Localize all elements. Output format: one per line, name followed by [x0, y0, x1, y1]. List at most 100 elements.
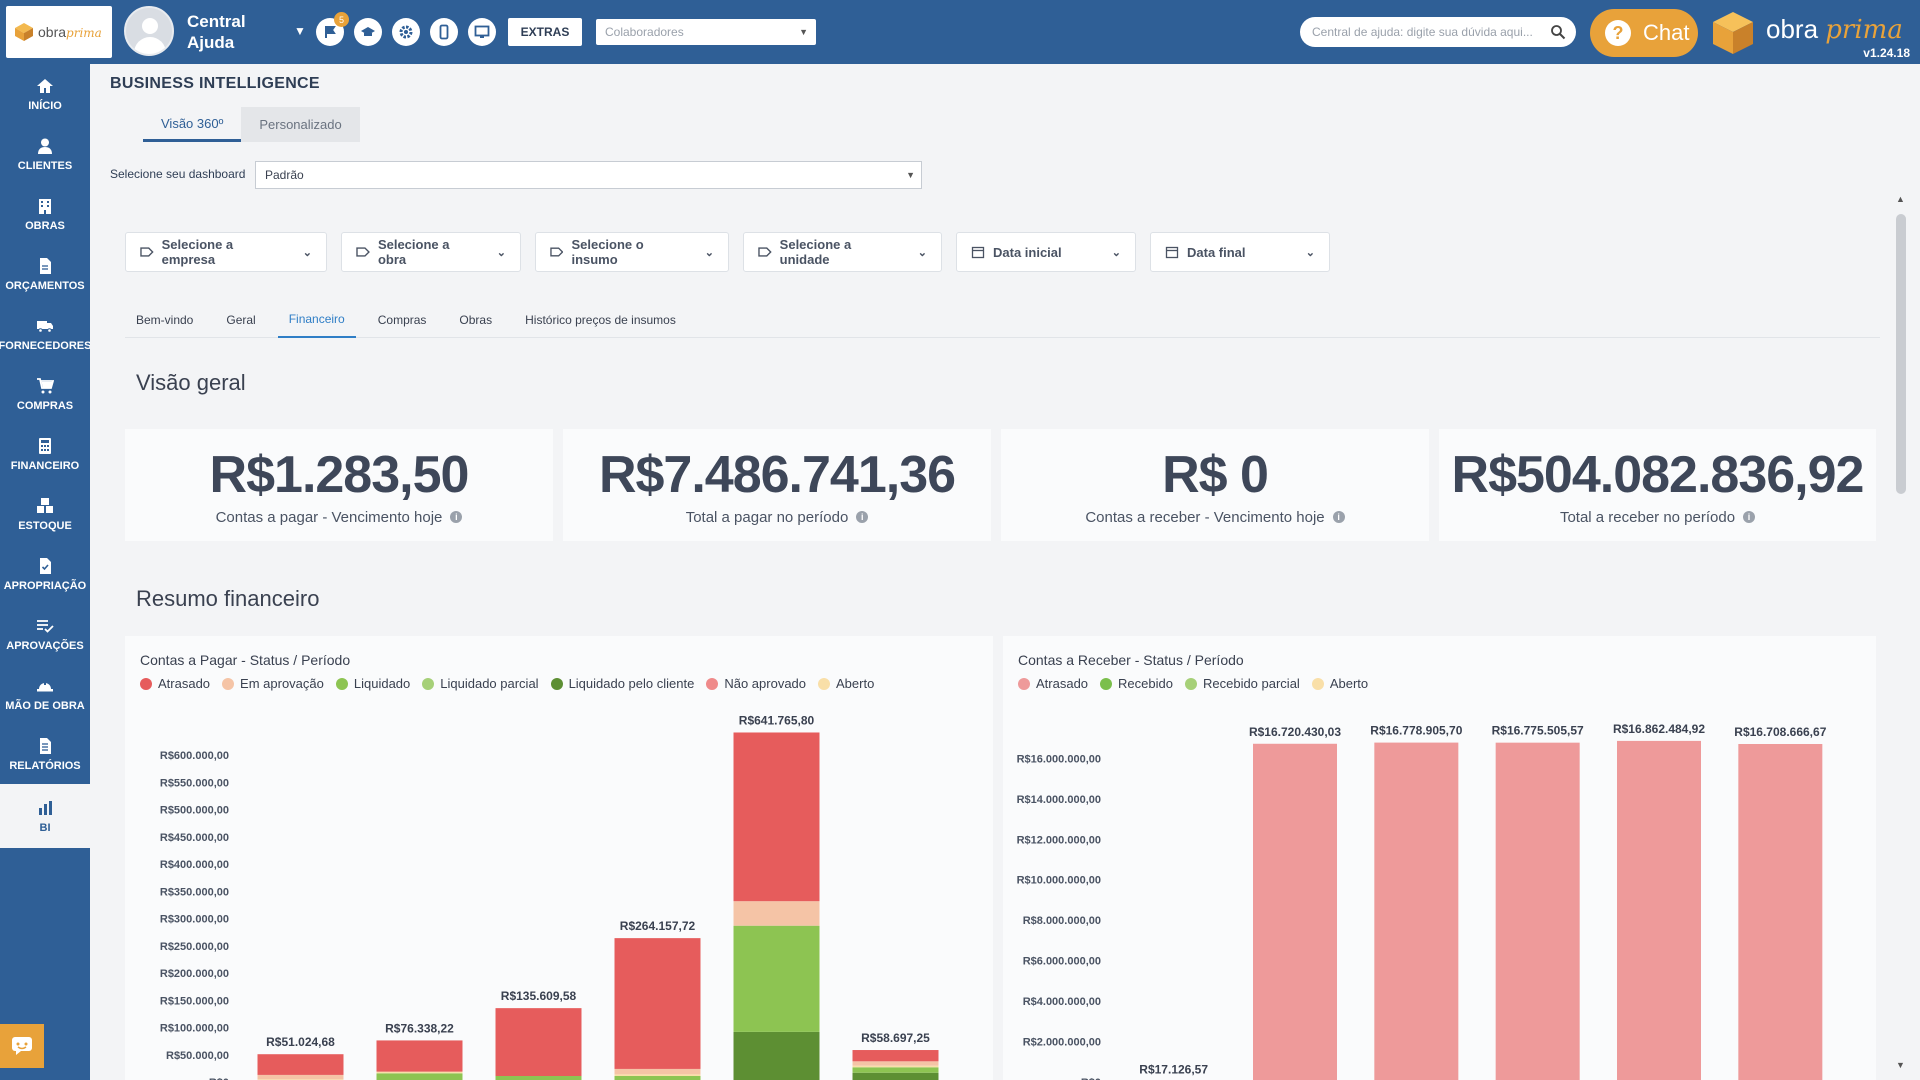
bar-segment-em-aprovacao[interactable]: [257, 1074, 344, 1080]
legend-label: Liquidado parcial: [440, 676, 539, 691]
sidebar-item-obras[interactable]: OBRAS: [0, 184, 90, 244]
bar-segment-atrasado[interactable]: [733, 732, 820, 902]
app-logo[interactable]: obraprima: [6, 6, 112, 58]
legend-item-liquidado-pelo-cliente[interactable]: Liquidado pelo cliente: [550, 676, 694, 691]
tab-geral[interactable]: Geral: [226, 313, 256, 327]
y-tick-label: R$4.000.000,00: [1023, 996, 1101, 1008]
bar-segment-atrasado[interactable]: [1253, 743, 1337, 1080]
scroll-up-icon[interactable]: ▲: [1896, 194, 1905, 204]
filter-data-inicial[interactable]: Data inicial ⌄: [956, 232, 1136, 272]
info-icon[interactable]: i: [856, 511, 869, 523]
info-icon[interactable]: i: [1743, 511, 1756, 523]
bar-segment-aberto[interactable]: [852, 1065, 939, 1068]
sidebar-item-financeiro[interactable]: FINANCEIRO: [0, 424, 90, 484]
flag-icon[interactable]: 5: [316, 12, 349, 46]
sidebar-item-clientes[interactable]: CLIENTES: [0, 124, 90, 184]
filter-obra[interactable]: Selecione a obra ⌄: [341, 232, 521, 272]
tab-bem-vindo[interactable]: Bem-vindo: [136, 313, 194, 327]
legend-item-liquidado[interactable]: Liquidado: [335, 676, 410, 691]
dashboard-select[interactable]: Padrão ▼: [255, 161, 922, 189]
sidebar-item-estoque[interactable]: ESTOQUE: [0, 484, 90, 544]
info-icon[interactable]: i: [1332, 511, 1345, 523]
tab-personalizado[interactable]: Personalizado: [241, 107, 360, 142]
bar-segment-atrasado[interactable]: [257, 1054, 344, 1075]
bar-segment-atrasado[interactable]: [1617, 740, 1701, 1080]
tab-visao-360[interactable]: Visão 360º: [143, 107, 242, 142]
bar-segment-em-aprovacao[interactable]: [733, 901, 820, 926]
legend-item-recebido[interactable]: Recebido: [1100, 676, 1173, 691]
info-icon[interactable]: i: [450, 511, 463, 523]
filter-insumo[interactable]: Selecione o insumo ⌄: [535, 232, 729, 272]
filter-data-final[interactable]: Data final ⌄: [1150, 232, 1330, 272]
bar-segment-liquidado[interactable]: [614, 1076, 701, 1080]
filter-unidade[interactable]: Selecione a unidade ⌄: [743, 232, 942, 272]
boxes-icon: [37, 497, 53, 513]
legend-item-aberto[interactable]: Aberto: [818, 676, 874, 691]
desktop-icon[interactable]: [468, 18, 496, 46]
help-search-input[interactable]: Central de ajuda: digite sua dúvida aqui…: [1300, 17, 1576, 47]
legend-item-em-aprovacao[interactable]: Em aprovação: [222, 676, 324, 691]
sidebar-item-mao-de-obra[interactable]: MÃO DE OBRA: [0, 664, 90, 724]
gear-icon[interactable]: [392, 18, 420, 46]
user-avatar[interactable]: [124, 6, 174, 56]
sidebar-item-orcamentos[interactable]: ORÇAMENTOS: [0, 244, 90, 304]
sidebar-item-relatorios[interactable]: RELATÓRIOS: [0, 724, 90, 784]
chevron-down-icon[interactable]: ▼: [294, 24, 306, 38]
bar-segment-liquidado[interactable]: [495, 1076, 582, 1080]
list-check-icon: [37, 619, 54, 633]
tab-historico-precos[interactable]: Histórico preços de insumos: [525, 313, 676, 327]
chat-button[interactable]: ? Chat: [1590, 9, 1698, 57]
bar-segment-atrasado[interactable]: [1738, 744, 1823, 1080]
sidebar-item-apropriacao[interactable]: APROPRIAÇÃO: [0, 544, 90, 604]
y-tick-label: R$300.000,00: [160, 914, 229, 926]
bar-segment-atrasado[interactable]: [1374, 742, 1459, 1080]
bar-segment-atrasado[interactable]: [852, 1050, 939, 1062]
legend-swatch: [1100, 677, 1113, 690]
legend-label: Aberto: [1329, 676, 1369, 691]
bar-total-label: R$641.765,80: [739, 713, 815, 727]
chevron-down-icon: ⌄: [704, 246, 714, 259]
scrollbar[interactable]: ▲ ▼: [1894, 194, 1908, 1074]
legend-item-nao-aprovado[interactable]: Não aprovado: [706, 676, 806, 691]
bar-segment-em-aprovacao[interactable]: [852, 1061, 939, 1066]
y-tick-label: R$350.000,00: [160, 886, 229, 898]
legend-swatch: [222, 677, 235, 690]
bar-segment-liquidado-pelo-cliente[interactable]: [852, 1072, 939, 1080]
sidebar-item-inicio[interactable]: INÍCIO: [0, 64, 90, 124]
tab-compras[interactable]: Compras: [377, 313, 427, 327]
bar-segment-atrasado[interactable]: [614, 938, 701, 1069]
bar-segment-atrasado[interactable]: [1495, 742, 1580, 1080]
bar-segment-liquidado[interactable]: [376, 1073, 463, 1080]
bar-segment-atrasado[interactable]: [376, 1040, 463, 1072]
sidebar-item-compras[interactable]: COMPRAS: [0, 364, 90, 424]
tab-obras[interactable]: Obras: [459, 313, 493, 327]
legend-item-aberto[interactable]: Aberto: [1311, 676, 1369, 691]
legend-item-recebido-parcial[interactable]: Recebido parcial: [1184, 676, 1300, 691]
sidebar-item-fornecedores[interactable]: FORNECEDORES: [0, 304, 91, 364]
tab-financeiro[interactable]: Financeiro: [277, 302, 356, 338]
legend-label: Recebido: [1118, 676, 1173, 691]
extras-button[interactable]: EXTRAS: [508, 18, 582, 46]
legend-item-atrasado[interactable]: Atrasado: [140, 676, 210, 691]
filter-empresa[interactable]: Selecione a empresa ⌄: [125, 232, 327, 272]
chart-contas-a-pagar: R$0 R$50.000,00 R$100.000,00 R$150.000,00 R$…: [125, 636, 993, 1080]
sidebar-item-aprovacoes[interactable]: APROVAÇÕES: [0, 604, 90, 664]
scroll-down-icon[interactable]: ▼: [1896, 1060, 1905, 1070]
legend-item-atrasado[interactable]: Atrasado: [1018, 676, 1088, 691]
user-name[interactable]: Central Ajuda: [187, 12, 246, 52]
bar-segment-em-aprovacao[interactable]: [614, 1068, 701, 1075]
sidebar-item-bi[interactable]: BI: [0, 784, 90, 848]
legend-item-liquidado-parcial[interactable]: Liquidado parcial: [422, 676, 539, 691]
bar-segment-liquidado[interactable]: [733, 925, 820, 1032]
scrollbar-thumb[interactable]: [1896, 214, 1906, 494]
bar-segment-liquidado-pelo-cliente[interactable]: [733, 1031, 820, 1080]
bar-segment-aberto[interactable]: [614, 1074, 701, 1077]
support-chat-icon[interactable]: [0, 1024, 44, 1068]
bar-segment-atrasado[interactable]: [495, 1008, 582, 1077]
colaboradores-select[interactable]: Colaboradores ▼: [596, 19, 816, 45]
mobile-icon[interactable]: [430, 18, 458, 46]
graduation-cap-icon[interactable]: [354, 18, 382, 46]
bar-segment-liquidado[interactable]: [852, 1067, 939, 1073]
bar-segment-aberto[interactable]: [376, 1071, 463, 1074]
bar-total-label: R$16.708.666,67: [1734, 725, 1826, 739]
